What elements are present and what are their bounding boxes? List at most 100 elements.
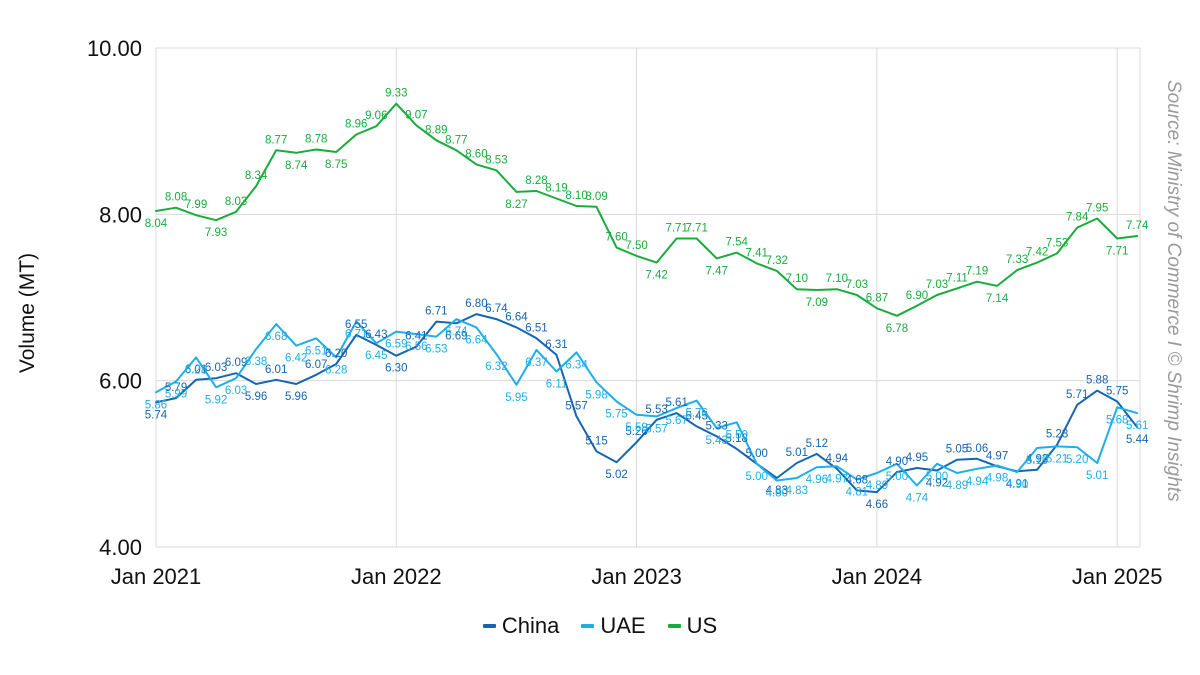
legend-item-us[interactable]: US [667,613,717,639]
data-label-us: 7.14 [986,293,1009,305]
data-label-uae: 5.92 [205,394,227,406]
data-label-china: 5.33 [706,420,728,432]
data-label-us: 8.34 [245,170,268,182]
data-label-uae: 4.89 [946,480,968,492]
data-label-china: 6.71 [425,306,447,318]
source-note: Source: Ministry of Commerce I © Shrimp … [1163,80,1184,502]
data-label-uae: 4.94 [966,476,989,488]
data-label-us: 8.77 [265,134,287,146]
data-label-us: 7.99 [185,199,207,211]
data-label-us: 7.53 [1046,237,1068,249]
data-label-china: 5.88 [1086,375,1108,387]
data-label-china: 6.03 [205,362,227,374]
data-label-us: 7.10 [786,273,808,285]
data-label-uae: 5.95 [505,392,527,404]
data-label-us: 7.33 [1006,254,1028,266]
data-label-uae: 4.97 [826,473,848,485]
data-label-china: 4.94 [826,453,849,465]
data-label-china: 4.93 [1026,454,1048,466]
data-label-china: 5.96 [285,391,307,403]
data-label-uae: 5.99 [165,388,187,400]
legend-swatch-uae [581,624,595,628]
data-label-uae: 6.59 [385,339,407,351]
data-label-china: 5.00 [746,448,768,460]
data-label-uae: 6.38 [245,356,267,368]
series-lines [155,102,1139,494]
data-label-uae: 6.28 [185,364,207,376]
data-label-us: 7.60 [605,232,627,244]
data-label-us: 7.32 [766,255,788,267]
data-label-uae: 5.67 [665,415,687,427]
data-label-us: 7.03 [926,279,948,291]
x-tick-label: Jan 2024 [832,564,923,589]
data-label-uae: 6.71 [345,329,367,341]
legend-label-uae: UAE [600,613,646,638]
data-label-china: 6.51 [525,322,547,334]
data-label-china: 5.71 [1066,389,1088,401]
data-label-us: 8.53 [485,154,507,166]
data-label-china: 5.26 [625,426,647,438]
data-label-us: 7.42 [1026,247,1048,259]
data-label-us: 8.78 [305,133,327,145]
data-label-china: 4.68 [846,474,868,486]
data-label-us: 8.74 [285,160,308,172]
data-label-us: 7.10 [826,273,848,285]
data-label-uae: 5.21 [1046,453,1068,465]
grid-lines [155,47,1141,548]
data-label-us: 8.28 [525,175,547,187]
data-label-china: 5.23 [1046,429,1068,441]
legend-item-china[interactable]: China [482,613,559,639]
data-label-us: 7.42 [645,270,667,282]
x-tick-label: Jan 2021 [111,564,202,589]
data-label-china: 4.91 [1006,478,1028,490]
data-label-us: 6.90 [906,290,928,302]
data-label-us: 7.19 [966,266,988,278]
series-line-uae [155,318,1139,487]
data-label-china: 4.66 [866,499,888,511]
data-label-china: 5.61 [665,397,687,409]
data-label-uae: 4.80 [766,487,788,499]
data-label-china: 5.12 [806,438,828,450]
legend: China UAE US [0,613,1200,639]
data-label-uae: 4.74 [906,492,929,504]
data-label-us: 8.09 [585,191,607,203]
data-label-uae: 5.00 [886,471,908,483]
data-label-uae: 6.11 [546,379,568,391]
data-label-uae: 5.61 [1126,420,1148,432]
data-label-uae: 5.00 [926,471,948,483]
data-label-uae: 4.98 [986,472,1008,484]
data-label-china: 5.79 [165,382,187,394]
data-label-us: 8.03 [225,196,247,208]
data-label-china: 4.92 [926,477,948,489]
y-tick-label: 6.00 [99,369,142,394]
data-label-us: 7.50 [625,240,647,252]
y-tick-label: 8.00 [99,202,142,227]
x-tick-label: Jan 2023 [591,564,682,589]
data-label-uae: 5.57 [645,423,667,435]
data-label-china: 4.83 [766,485,788,497]
data-label-uae: 6.34 [565,359,588,371]
data-label-china: 6.80 [465,298,487,310]
data-label-uae: 4.90 [1006,479,1028,491]
data-label-us: 9.33 [385,88,407,100]
data-label-uae: 5.98 [585,389,607,401]
data-label-uae: 5.86 [145,399,167,411]
data-label-uae: 5.68 [1106,414,1128,426]
legend-item-uae[interactable]: UAE [581,613,646,639]
data-label-china: 5.05 [946,444,968,456]
data-label-uae: 4.81 [846,487,868,499]
data-label-us: 7.41 [746,247,768,259]
data-label-us: 7.74 [1126,220,1149,232]
y-axis-ticks: 4.00 6.00 8.00 10.00 [87,36,142,560]
data-label-us: 7.03 [846,279,868,291]
data-label-us: 7.47 [706,265,728,277]
data-label-china: 6.01 [265,364,287,376]
data-label-china: 5.06 [966,443,988,455]
data-label-uae: 6.28 [325,364,347,376]
data-label-us: 8.04 [145,218,168,230]
data-label-china: 6.20 [325,348,347,360]
data-label-china: 5.01 [786,447,808,459]
data-label-us: 7.84 [1066,212,1089,224]
data-label-us: 8.89 [425,124,447,136]
